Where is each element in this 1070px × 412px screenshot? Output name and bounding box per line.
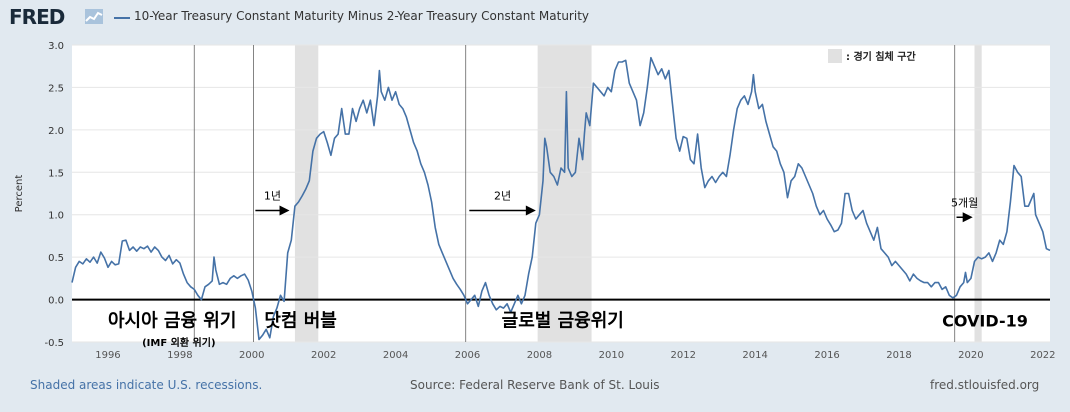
recession-legend-label: : 경기 침체 구간: [846, 50, 916, 63]
recession-band: [294, 45, 319, 342]
x-tick-label: 2014: [742, 350, 767, 361]
arrow-label: 5개월: [951, 196, 978, 209]
x-tick-label: 2006: [455, 350, 480, 361]
x-tick-label: 2018: [886, 350, 911, 361]
x-tick-label: 2008: [527, 350, 552, 361]
event-annotation: COVID-19: [942, 312, 1028, 331]
x-tick-label: 2004: [383, 350, 408, 361]
arrow-head: [525, 205, 536, 216]
arrow-label: 1년: [264, 189, 281, 202]
y-tick-label: 1.5: [48, 168, 64, 179]
y-tick-label: 0.5: [48, 253, 64, 264]
x-tick-label: 2002: [311, 350, 336, 361]
fred-logo: FRED: [9, 5, 65, 29]
recession-note[interactable]: Shaded areas indicate U.S. recessions.: [30, 378, 263, 392]
x-tick-label: 2000: [239, 350, 264, 361]
fred-graph-icon: [85, 9, 103, 24]
series-legend-swatch: [114, 17, 130, 19]
arrow-label: 2년: [494, 189, 511, 202]
recession-band: [974, 45, 982, 342]
y-tick-label: 0.0: [48, 296, 64, 307]
arrow-head: [962, 212, 973, 223]
arrow-head: [279, 205, 290, 216]
event-annotation: 아시아 금융 위기: [108, 311, 236, 332]
x-tick-label: 2020: [958, 350, 983, 361]
event-annotation: 글로벌 금융위기: [502, 311, 624, 332]
y-tick-label: 2.5: [48, 83, 64, 94]
recession-legend-swatch: [828, 49, 842, 63]
event-annotation: (IMF 외환 위기): [142, 336, 215, 349]
x-tick-label: 1996: [95, 350, 120, 361]
x-tick-label: 2022: [1030, 350, 1055, 361]
event-annotation: 닷컴 버블: [264, 311, 337, 332]
y-axis-label: Percent: [14, 175, 25, 213]
y-tick-label: 3.0: [48, 41, 64, 52]
recession-band: [537, 45, 592, 342]
source-note: Source: Federal Reserve Bank of St. Loui…: [410, 378, 660, 392]
y-tick-label: -0.5: [44, 338, 64, 349]
fred-url-link[interactable]: fred.stlouisfed.org: [930, 378, 1040, 392]
y-tick-label: 2.0: [48, 126, 64, 137]
x-tick-label: 2012: [671, 350, 696, 361]
series-line: [71, 56, 1051, 341]
x-tick-label: 2010: [599, 350, 624, 361]
series-legend-label: 10-Year Treasury Constant Maturity Minus…: [134, 9, 590, 23]
x-tick-label: 1998: [167, 350, 192, 361]
x-tick-label: 2016: [814, 350, 839, 361]
y-tick-label: 1.0: [48, 211, 64, 222]
